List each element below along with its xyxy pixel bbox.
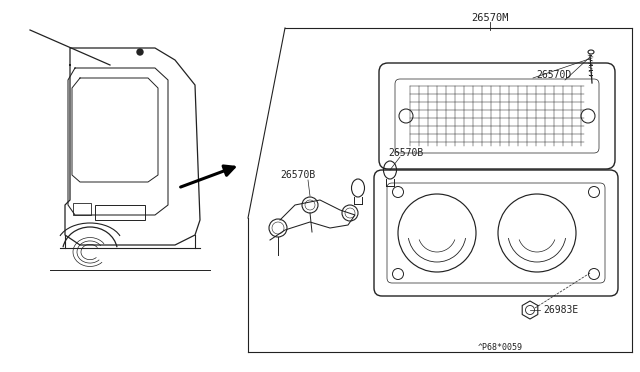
Text: ^P68*0059: ^P68*0059 [477,343,522,353]
Text: 26570D: 26570D [536,70,572,80]
Bar [73,203,91,215]
Text: 26570B: 26570B [280,170,316,180]
Text: 26570B: 26570B [388,148,423,158]
Circle shape [137,49,143,55]
Text: 26983E: 26983E [543,305,579,315]
Text: 26570M: 26570M [471,13,509,23]
Bar [95,205,145,220]
